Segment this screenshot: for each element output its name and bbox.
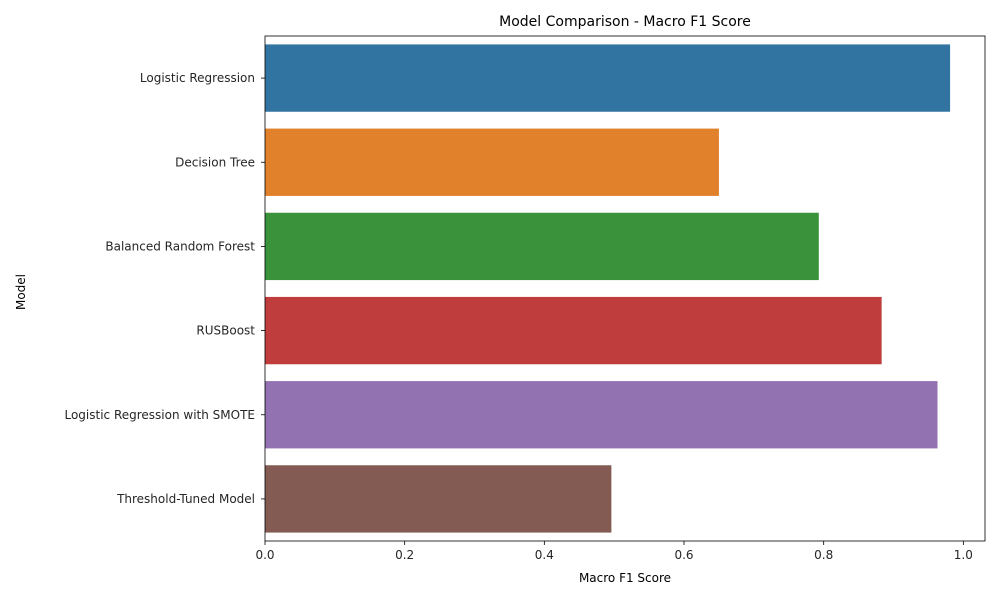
plot-frame [264,35,986,542]
y-tick-label: Balanced Random Forest [105,239,255,253]
bars-group [265,44,951,533]
x-axis-title: Macro F1 Score [579,571,671,585]
y-axis-ticks: Logistic Regression Decision Tree Balanced… [64,71,265,506]
y-axis-title: Model [14,274,28,310]
x-axis-ticks: 0.0 0.2 0.4 0.6 0.8 1.0 [255,541,973,562]
bar-threshold-tuned-model [265,465,612,533]
x-tick-label: 0.6 [674,548,693,562]
bar-decision-tree [265,128,719,196]
x-tick-label: 0.2 [395,548,414,562]
bar-logistic-regression [265,44,951,112]
x-tick-label: 0.0 [255,548,274,562]
bar-logistic-regression-with-smote [265,381,938,449]
x-tick-label: 1.0 [954,548,973,562]
y-tick-label: Threshold-Tuned Model [116,492,255,506]
chart-title: Model Comparison - Macro F1 Score [499,14,751,30]
y-tick-label: RUSBoost [196,324,255,338]
y-tick-label: Logistic Regression [140,71,255,85]
bar-balanced-random-forest [265,212,819,281]
x-tick-label: 0.8 [814,548,833,562]
y-tick-label: Logistic Regression with SMOTE [64,408,255,422]
bar-rusboost [265,296,882,365]
y-tick-label: Decision Tree [175,155,255,169]
x-tick-label: 0.4 [535,548,554,562]
